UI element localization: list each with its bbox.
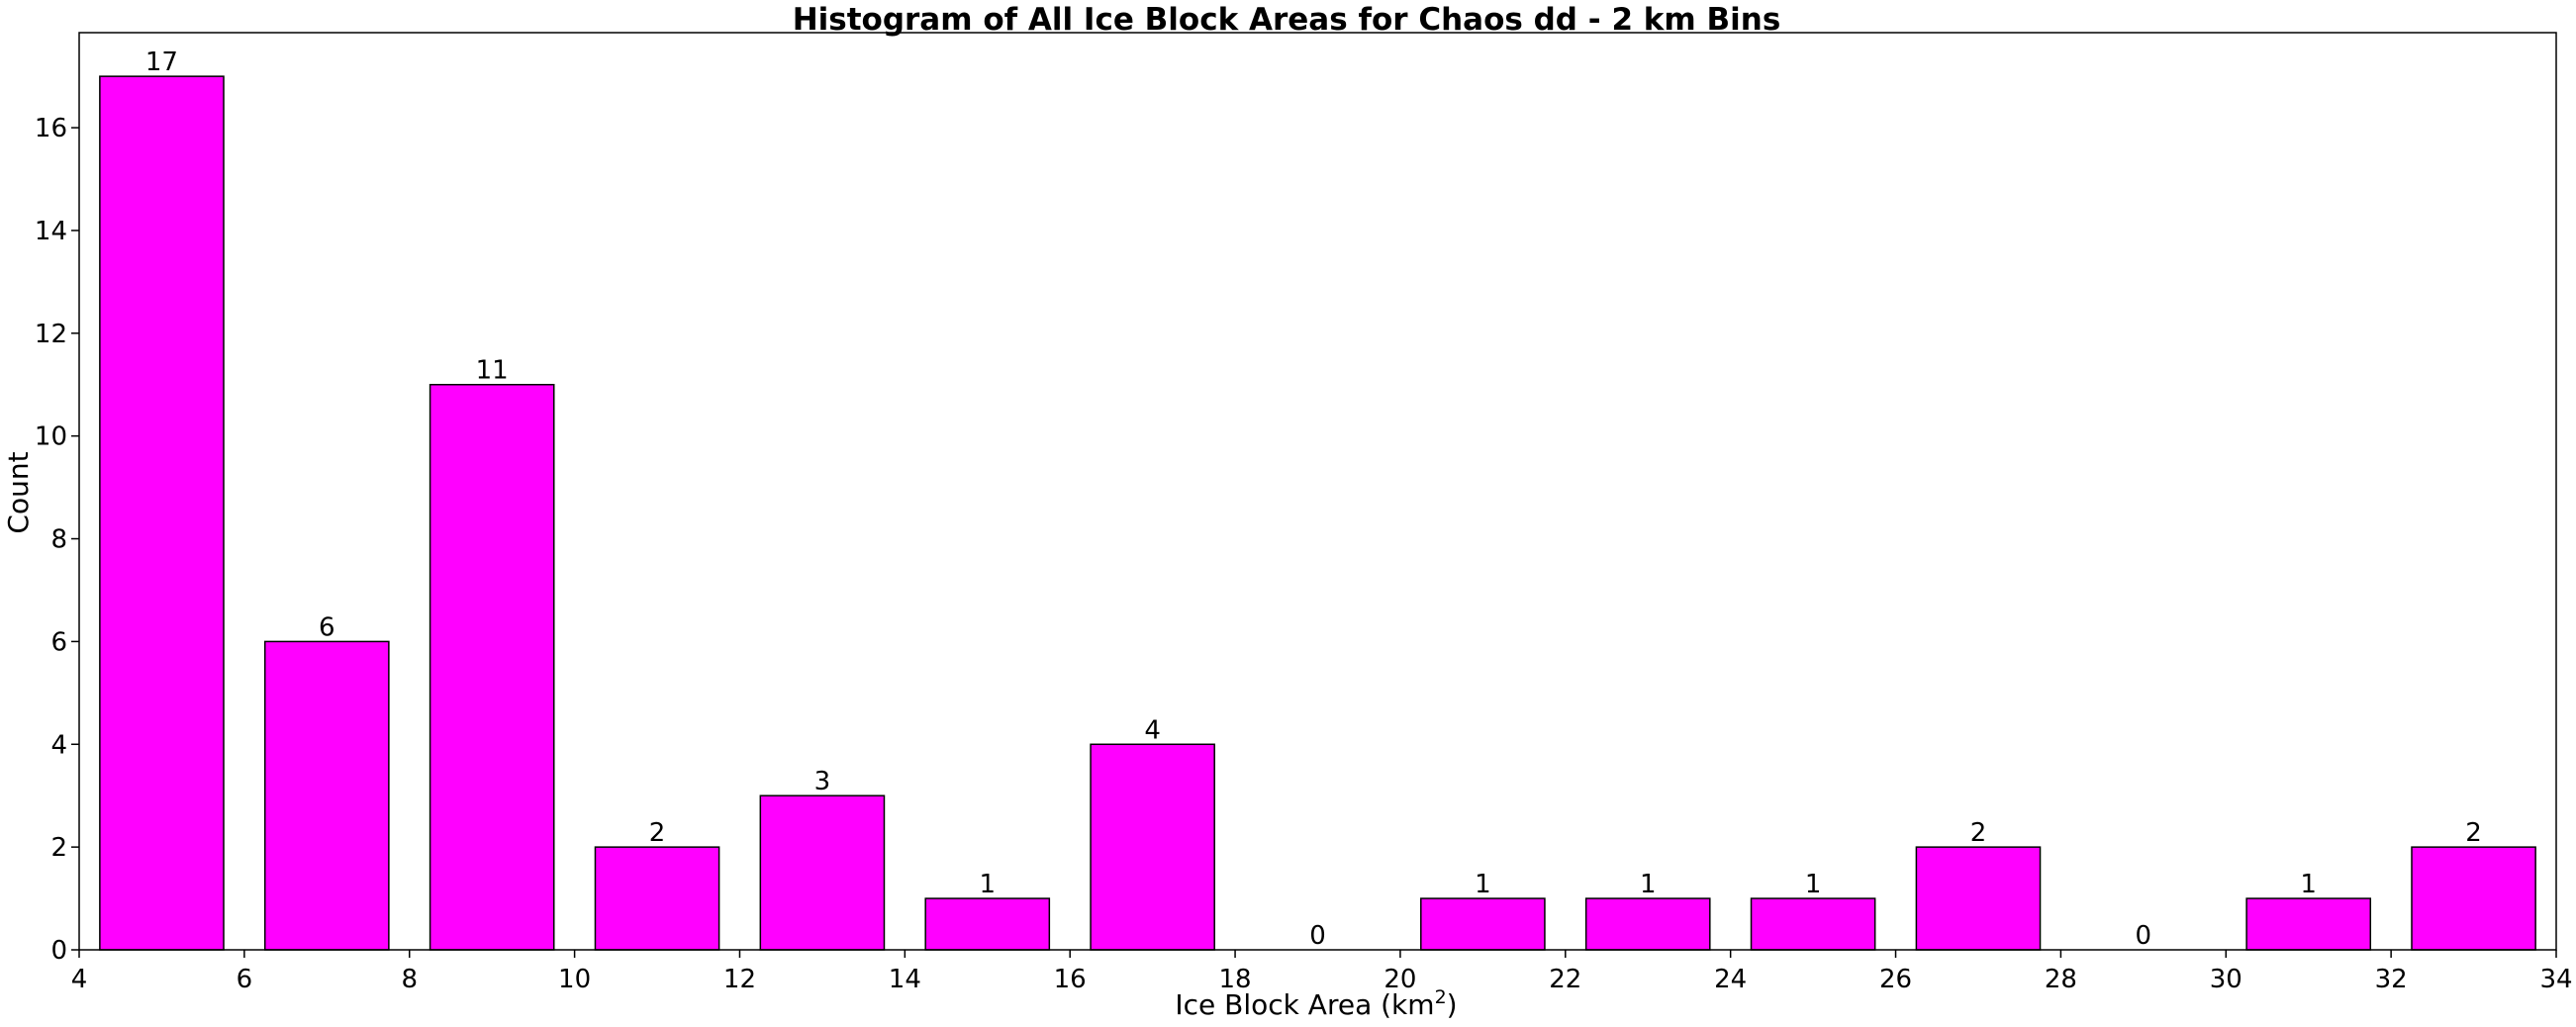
x-tick-label: 24 <box>1714 965 1747 994</box>
x-tick-label: 30 <box>2210 965 2242 994</box>
x-axis-label-main: Ice Block Area (km <box>1175 988 1434 1021</box>
histogram-bar <box>924 897 1051 951</box>
y-axis: 0 2 4 6 8 10 12 14 16 <box>35 114 79 966</box>
bar-value-label: 1 <box>1475 870 1491 899</box>
x-tick-label: 10 <box>558 965 591 994</box>
bar-value-label: 2 <box>649 818 666 848</box>
y-tick-label: 2 <box>50 833 67 863</box>
histogram-bar <box>1915 846 2042 951</box>
bar-value-label: 2 <box>2465 818 2482 848</box>
histogram-bar <box>1750 897 1876 951</box>
bar-value-label: 1 <box>1805 870 1822 899</box>
x-tick-label: 34 <box>2539 965 2572 994</box>
histogram-bar <box>1584 897 1711 951</box>
x-tick-label: 18 <box>1219 965 1252 994</box>
histogram-bar <box>263 640 390 951</box>
x-tick-label: 20 <box>1383 965 1416 994</box>
y-tick-label: 12 <box>35 320 67 349</box>
bar-value-label: 1 <box>1640 870 1657 899</box>
y-tick-label: 14 <box>35 217 67 246</box>
x-axis-label-sup: 2 <box>1435 986 1447 1008</box>
histogram-bar <box>2411 846 2536 951</box>
y-tick-label: 8 <box>50 525 67 555</box>
histogram-bar <box>1420 897 1546 951</box>
histogram-bar <box>594 846 720 951</box>
x-tick-label: 14 <box>889 965 921 994</box>
chart-title: Histogram of All Ice Block Areas for Cha… <box>793 2 1781 38</box>
bars-group <box>99 75 2536 951</box>
x-axis-label-end: ) <box>1447 988 1458 1021</box>
y-axis-label: Count <box>2 451 35 533</box>
x-tick-label: 26 <box>1879 965 1912 994</box>
x-axis-label: Ice Block Area (km2) <box>1175 986 1457 1021</box>
y-tick-label: 6 <box>50 627 67 657</box>
bar-value-label: 1 <box>979 870 996 899</box>
histogram-bar <box>1090 743 1215 951</box>
bar-value-label: 17 <box>145 47 178 77</box>
histogram-bar <box>99 75 225 951</box>
y-tick-label: 0 <box>50 936 67 966</box>
y-tick-label: 4 <box>50 730 67 760</box>
x-tick-label: 6 <box>237 965 253 994</box>
bar-value-label: 4 <box>1144 715 1161 745</box>
y-tick-label: 16 <box>35 114 67 143</box>
histogram-bar <box>2245 897 2372 951</box>
bar-value-label: 0 <box>2136 921 2152 951</box>
x-tick-label: 4 <box>71 965 88 994</box>
x-tick-label: 16 <box>1054 965 1087 994</box>
bar-value-label: 1 <box>2300 870 2317 899</box>
bar-value-label: 0 <box>1309 921 1326 951</box>
histogram-bar <box>429 383 555 951</box>
bar-value-label: 11 <box>476 356 509 386</box>
plot-frame <box>78 32 2557 951</box>
x-tick-label: 12 <box>723 965 756 994</box>
x-tick-label: 22 <box>1549 965 1581 994</box>
x-tick-label: 28 <box>2045 965 2077 994</box>
bar-value-label: 6 <box>319 612 335 642</box>
bar-value-label: 3 <box>814 767 831 796</box>
bar-value-label: 2 <box>1970 818 1987 848</box>
histogram-bar <box>759 794 886 951</box>
x-tick-label: 8 <box>401 965 418 994</box>
x-axis: 4 6 8 10 12 14 16 18 20 22 24 26 28 30 32 34 <box>71 950 2573 994</box>
x-tick-label: 32 <box>2375 965 2408 994</box>
y-tick-label: 10 <box>35 422 67 452</box>
